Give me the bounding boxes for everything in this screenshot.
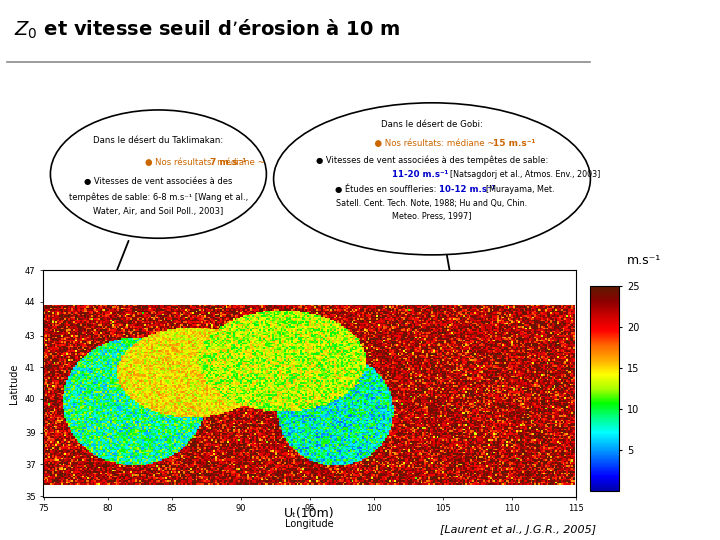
Text: ● Vitesses de vent associées à des tempêtes de sable:: ● Vitesses de vent associées à des tempê… xyxy=(316,155,548,165)
Text: [Murayama, Met.: [Murayama, Met. xyxy=(486,185,554,194)
Text: Dans le désert du Taklimakan:: Dans le désert du Taklimakan: xyxy=(94,136,223,145)
Text: m.s⁻¹: m.s⁻¹ xyxy=(627,254,662,267)
Text: Uₜ(10m): Uₜ(10m) xyxy=(284,508,335,521)
Text: ●: ● xyxy=(145,158,155,167)
Text: $Z_0$ et vitesse seuil d’érosion à 10 m: $Z_0$ et vitesse seuil d’érosion à 10 m xyxy=(14,17,401,41)
Text: ● Nos résultats: médiane ~: ● Nos résultats: médiane ~ xyxy=(369,139,495,148)
Text: ● Vitesses de vent associées à des: ● Vitesses de vent associées à des xyxy=(84,177,233,186)
Text: Water, Air, and Soil Poll., 2003]: Water, Air, and Soil Poll., 2003] xyxy=(94,207,223,215)
Text: 15 m.s⁻¹: 15 m.s⁻¹ xyxy=(493,139,536,148)
X-axis label: Longitude: Longitude xyxy=(285,519,334,529)
Text: [Laurent et al., J.G.R., 2005]: [Laurent et al., J.G.R., 2005] xyxy=(441,525,596,535)
Ellipse shape xyxy=(50,110,266,238)
Text: [Natsagdorj et al., Atmos. Env., 2003]: [Natsagdorj et al., Atmos. Env., 2003] xyxy=(450,170,600,179)
Text: Dans le désert de Gobi:: Dans le désert de Gobi: xyxy=(381,120,483,129)
Text: tempêtes de sable: 6-8 m.s⁻¹ [Wang et al.,: tempêtes de sable: 6-8 m.s⁻¹ [Wang et al… xyxy=(69,192,248,201)
Text: ● Études en souffleries:: ● Études en souffleries: xyxy=(335,185,438,194)
Text: Satell. Cent. Tech. Note, 1988; Hu and Qu, Chin.: Satell. Cent. Tech. Note, 1988; Hu and Q… xyxy=(336,199,528,208)
Text: Nos résultats: médiane ~: Nos résultats: médiane ~ xyxy=(155,158,265,167)
Text: 11-20 m.s⁻¹: 11-20 m.s⁻¹ xyxy=(392,170,449,179)
Ellipse shape xyxy=(274,103,590,255)
Text: Meteo. Press, 1997]: Meteo. Press, 1997] xyxy=(392,212,472,221)
Text: 7 m.s⁻¹: 7 m.s⁻¹ xyxy=(210,158,246,167)
Text: 10-12 m.s⁻¹: 10-12 m.s⁻¹ xyxy=(439,185,495,194)
Y-axis label: Latitude: Latitude xyxy=(9,363,19,403)
